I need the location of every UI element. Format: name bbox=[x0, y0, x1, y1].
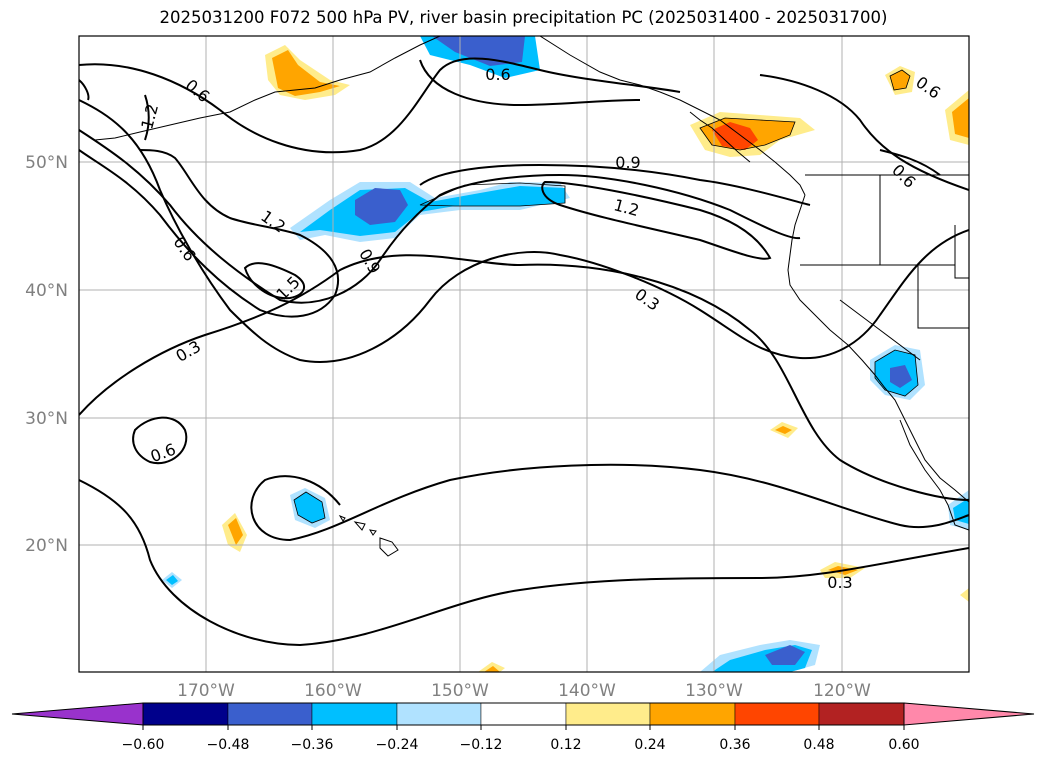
pv-contour-0.6-north bbox=[79, 57, 681, 154]
neg-patch bbox=[890, 365, 912, 388]
pv-contour-0.9-inner bbox=[419, 163, 811, 206]
colorbar-segment bbox=[311, 702, 398, 726]
colorbar-tick-label: 0.12 bbox=[550, 737, 581, 753]
latitude-labels: 50°N 40°N 30°N 20°N bbox=[25, 153, 68, 556]
lat-label-40N: 40°N bbox=[25, 281, 68, 301]
state-border bbox=[954, 225, 969, 279]
neg-patch bbox=[294, 492, 325, 523]
pv-contour-0.6-top bbox=[419, 59, 641, 107]
contour-label: 1.2 bbox=[257, 206, 289, 236]
hawaii-island bbox=[353, 521, 366, 531]
neg-patch bbox=[765, 645, 805, 665]
pv-contour-0.3-south bbox=[79, 479, 969, 647]
colorbar-segment bbox=[227, 702, 313, 726]
contour-label: 0.3 bbox=[631, 284, 663, 314]
lat-label-20N: 20°N bbox=[25, 536, 68, 556]
longitude-labels: 170°W 160°W 150°W 140°W 130°W 120°W bbox=[177, 681, 871, 701]
colorbar: −0.60 −0.48 −0.36 −0.24 −0.12 0.12 0.24 … bbox=[11, 702, 1035, 753]
pos-patch bbox=[775, 426, 792, 434]
alaska-coast bbox=[94, 36, 441, 141]
pv-contour-1.2 bbox=[79, 149, 340, 318]
contour-labels: 1.2 0.6 0.6 0.9 1.2 1.2 0.9 0.6 1.5 0.3 … bbox=[137, 65, 944, 592]
contour-label: 0.6 bbox=[888, 160, 919, 191]
pv-contour-0.3-inner bbox=[250, 463, 969, 542]
colorbar-tick-label: −0.36 bbox=[291, 737, 334, 753]
map-frame bbox=[78, 35, 970, 673]
colorbar-segment bbox=[565, 702, 651, 726]
alaska-panhandle-coast bbox=[539, 36, 806, 196]
contour-label: 0.3 bbox=[827, 573, 852, 592]
colorbar-frame bbox=[142, 702, 905, 726]
contour-label: 0.6 bbox=[485, 65, 510, 84]
colorbar-tick-label: 0.36 bbox=[719, 737, 750, 753]
neg-patch bbox=[355, 188, 408, 225]
lat-label-30N: 30°N bbox=[25, 409, 68, 429]
colorbar-tick-label: −0.48 bbox=[207, 737, 250, 753]
hawaii-island bbox=[379, 537, 399, 557]
lon-label-140W: 140°W bbox=[558, 681, 616, 701]
colorbar-tick-label: 0.24 bbox=[634, 737, 665, 753]
pv-contour-0.6-loop bbox=[132, 416, 188, 465]
colorbar-extend-low bbox=[11, 702, 144, 726]
contour-label: 0.9 bbox=[615, 153, 640, 172]
bc-islands-coast bbox=[689, 111, 751, 163]
colorbar-ticks bbox=[142, 725, 905, 730]
pv-contour-0.6 bbox=[79, 99, 969, 363]
contour-label: 0.6 bbox=[148, 440, 178, 467]
colorbar-segment bbox=[396, 702, 482, 726]
pv-contour-small bbox=[79, 79, 90, 101]
pos-patch bbox=[228, 518, 243, 545]
lon-label-150W: 150°W bbox=[431, 681, 489, 701]
contour-label: 1.2 bbox=[612, 195, 642, 220]
neg-patch bbox=[166, 575, 178, 585]
lon-label-160W: 160°W bbox=[304, 681, 362, 701]
colorbar-segment bbox=[734, 702, 820, 726]
pos-patch bbox=[272, 50, 340, 96]
map-title: 2025031200 F072 500 hPa PV, river basin … bbox=[159, 8, 888, 27]
state-border bbox=[917, 265, 969, 329]
pos-patch bbox=[712, 122, 758, 150]
pv-contour-1.5 bbox=[243, 262, 305, 300]
colorbar-extend-high bbox=[903, 702, 1035, 726]
patch-outlines bbox=[293, 69, 919, 524]
lon-label-170W: 170°W bbox=[177, 681, 235, 701]
baja-coast bbox=[899, 419, 969, 531]
colorbar-tick-label: −0.12 bbox=[460, 737, 503, 753]
contour-label: 0.3 bbox=[172, 337, 204, 366]
colorbar-tick-label: 0.48 bbox=[803, 737, 834, 753]
coastlines bbox=[94, 36, 969, 557]
pv-contour-0.6-east bbox=[759, 74, 969, 191]
neg-patch bbox=[432, 36, 525, 66]
pv-contour-0.6-ne bbox=[879, 149, 941, 176]
hawaii-island bbox=[338, 514, 346, 522]
lon-label-120W: 120°W bbox=[813, 681, 871, 701]
colorbar-tick-label: −0.60 bbox=[122, 737, 165, 753]
colorbar-segment bbox=[818, 702, 905, 726]
colorbar-segment bbox=[142, 702, 229, 726]
colorbar-segment bbox=[480, 702, 567, 726]
state-border bbox=[839, 299, 921, 361]
gridlines bbox=[79, 36, 969, 672]
hawaii-island bbox=[369, 529, 377, 536]
lon-label-130W: 130°W bbox=[685, 681, 743, 701]
map-area: 1.2 0.6 0.6 0.9 1.2 1.2 0.9 0.6 1.5 0.3 … bbox=[79, 36, 969, 672]
pv-contour-0.3 bbox=[79, 254, 969, 501]
pv-contour-1.2-far bbox=[144, 94, 150, 141]
pos-patch bbox=[960, 588, 969, 602]
colorbar-tick-label: 0.60 bbox=[888, 737, 919, 753]
lat-label-50N: 50°N bbox=[25, 153, 68, 173]
pos-patch bbox=[484, 666, 500, 672]
contour-label: 0.9 bbox=[355, 245, 384, 277]
us-west-coast bbox=[787, 194, 969, 503]
colorbar-segment bbox=[649, 702, 736, 726]
pv-contours bbox=[79, 57, 969, 647]
contour-label: 1.2 bbox=[137, 102, 162, 132]
pos-patch bbox=[890, 70, 910, 90]
pos-patch bbox=[952, 98, 969, 138]
contour-label: 0.6 bbox=[912, 72, 944, 102]
pv-contour-0.9 bbox=[79, 129, 801, 304]
pv-contour-1.2-inner bbox=[541, 180, 772, 260]
colorbar-tick-label: −0.24 bbox=[376, 737, 419, 753]
